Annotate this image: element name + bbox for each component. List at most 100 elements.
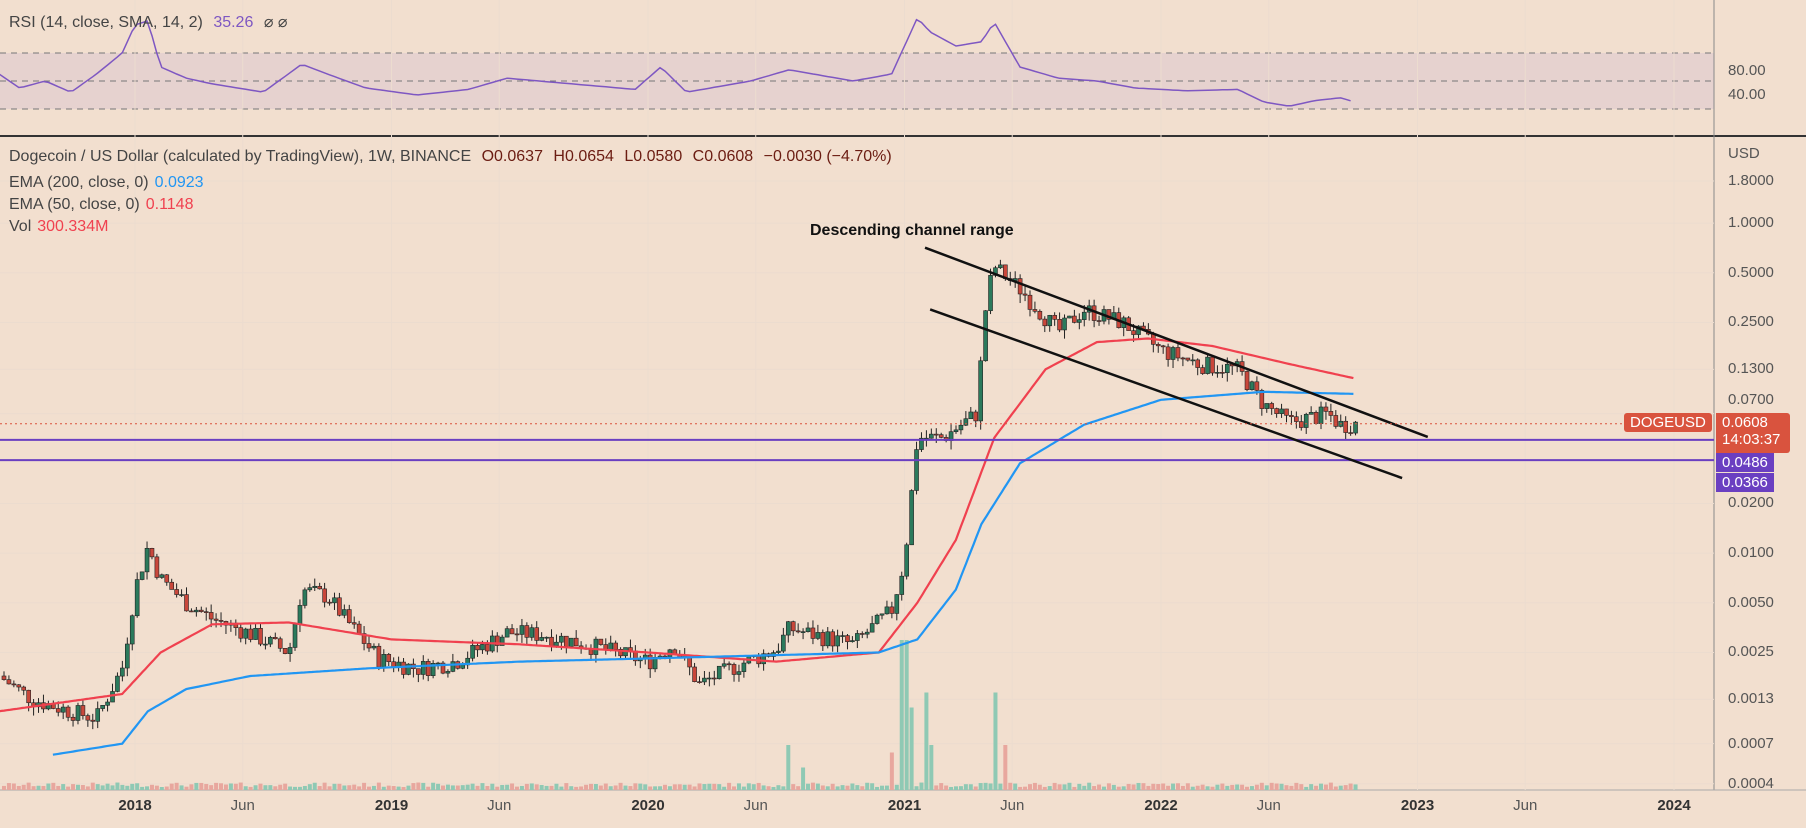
volume-bar <box>381 786 386 790</box>
volume-bar <box>510 783 515 790</box>
candle <box>1052 315 1057 320</box>
candle <box>850 640 855 643</box>
volume-bar <box>56 785 61 790</box>
candle <box>978 360 983 422</box>
candle <box>1067 315 1072 319</box>
candle <box>509 628 515 635</box>
volume-bar <box>884 785 889 790</box>
candle <box>894 594 900 614</box>
volume-bar <box>1151 783 1156 790</box>
candle <box>1205 356 1210 374</box>
candle <box>726 663 732 666</box>
volume-bar <box>1230 784 1235 790</box>
volume-bar <box>174 782 179 790</box>
vol-legend[interactable]: Vol 300.334M <box>9 218 114 236</box>
candle <box>889 606 895 614</box>
candle <box>929 433 934 439</box>
candle <box>504 628 510 638</box>
volume-bar <box>1274 783 1279 790</box>
candle <box>702 677 707 683</box>
volume-bar <box>268 785 273 790</box>
volume-bar <box>440 785 445 790</box>
ema50-legend[interactable]: EMA (50, close, 0) 0.1148 <box>9 196 199 214</box>
volume-bar <box>613 785 618 790</box>
candle <box>1106 309 1112 320</box>
price-tick: 0.0050 <box>1728 593 1774 611</box>
last-price-tag: 0.0608 14:03:37 <box>1716 413 1790 453</box>
vol-label: Vol <box>9 218 32 235</box>
volume-bar <box>662 784 667 790</box>
candle <box>1308 412 1314 415</box>
volume-bar <box>312 782 317 790</box>
volume-bar <box>889 752 894 790</box>
symbol-title[interactable]: Dogecoin / US Dollar (calculated by Trad… <box>9 148 472 165</box>
candle <box>855 633 860 641</box>
candle <box>90 719 96 722</box>
volume-bar <box>36 785 41 790</box>
volume-bar <box>90 782 95 790</box>
volume-bar <box>1013 783 1018 790</box>
volume-bar <box>1027 784 1032 790</box>
volume-bar <box>835 786 840 790</box>
price-tick: 1.0000 <box>1728 214 1774 232</box>
volume-bar <box>736 783 741 790</box>
candle <box>440 662 446 674</box>
volume-bar <box>875 786 880 790</box>
candle <box>1160 345 1166 348</box>
candle <box>840 635 845 637</box>
volume-bar <box>712 783 717 790</box>
candle <box>218 620 224 622</box>
volume-bar <box>1008 782 1013 790</box>
volume-bar <box>322 782 327 790</box>
candle <box>731 664 737 675</box>
volume-bar <box>179 785 184 790</box>
candle <box>781 634 786 652</box>
candle <box>317 585 322 590</box>
candle <box>346 609 352 623</box>
volume-bar <box>958 786 963 790</box>
candle <box>85 715 91 721</box>
bar-countdown: 14:03:37 <box>1722 431 1781 448</box>
candle <box>361 633 367 644</box>
time-tick: 2020 <box>631 797 665 814</box>
hidden-icon[interactable]: ⌀ ⌀ <box>263 14 288 31</box>
volume-bar <box>628 786 633 790</box>
volume-bar <box>1156 784 1161 790</box>
ema200-line <box>52 390 1354 756</box>
volume-bar <box>934 785 939 790</box>
volume-bar <box>273 786 278 790</box>
volume-bar <box>6 783 11 790</box>
volume-bar <box>263 785 268 790</box>
volume-bar <box>293 786 298 790</box>
candle <box>1180 357 1186 360</box>
volume-bar <box>1042 786 1047 790</box>
volume-bar <box>741 786 746 790</box>
candle <box>327 601 332 604</box>
candle <box>351 622 357 625</box>
time-tick: Jun <box>1513 797 1538 814</box>
candle <box>958 424 964 431</box>
candle <box>573 637 579 647</box>
volume-bar <box>771 786 776 790</box>
price-tick: 0.0004 <box>1728 774 1774 792</box>
volume-bar <box>939 783 944 790</box>
candle <box>761 653 766 665</box>
volume-bar <box>421 782 426 790</box>
candle <box>1264 403 1270 409</box>
channel-lower-line <box>929 308 1403 480</box>
candle <box>65 706 71 718</box>
candle <box>1170 347 1176 360</box>
ema200-legend[interactable]: EMA (200, close, 0) 0.0923 <box>9 174 210 192</box>
volume-bar <box>184 786 189 790</box>
candle <box>179 594 184 596</box>
volume-bar <box>658 786 663 790</box>
volume-bar <box>810 782 815 790</box>
time-tick: 2019 <box>374 797 409 814</box>
volume-bar <box>110 785 115 790</box>
candle <box>208 612 214 620</box>
time-tick: Jun <box>487 797 512 814</box>
candle <box>884 606 890 615</box>
volume-bar <box>648 786 653 790</box>
candle <box>425 661 431 676</box>
